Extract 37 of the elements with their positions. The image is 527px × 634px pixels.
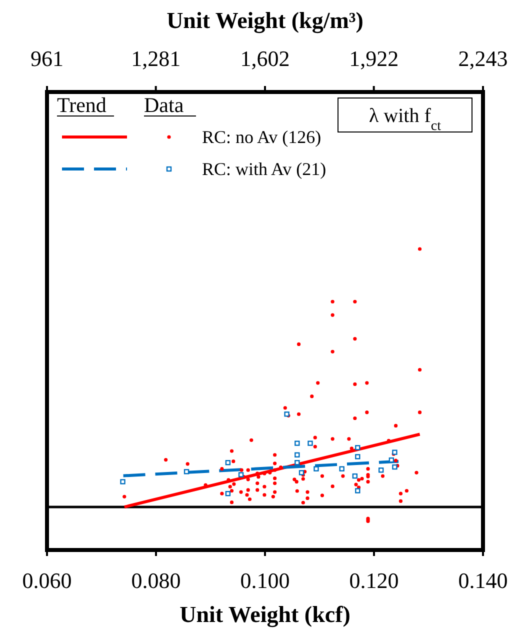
x2-tick-label: 1,602 bbox=[240, 46, 290, 71]
point bbox=[294, 440, 300, 446]
point bbox=[225, 460, 231, 466]
x2-tick-label: 2,243 bbox=[458, 46, 508, 71]
point bbox=[225, 490, 231, 496]
point bbox=[355, 454, 360, 460]
point bbox=[298, 470, 304, 476]
point bbox=[294, 452, 300, 458]
point bbox=[355, 445, 360, 450]
x-tick-label: 0.060 bbox=[22, 568, 72, 593]
text: Data bbox=[144, 93, 184, 117]
point bbox=[339, 466, 344, 472]
x2-tick-label: 961 bbox=[30, 46, 64, 71]
legend-label: RC: no Av (126) bbox=[202, 127, 322, 147]
x-tick-label: 0.140 bbox=[458, 568, 508, 593]
legend-label: RC: with Av (21) bbox=[202, 159, 326, 179]
x-tick-label: 0.080 bbox=[131, 568, 181, 593]
x2-tick-label: 1,922 bbox=[349, 46, 399, 71]
x2-axis-title: Unit Weight (kg/m³) bbox=[166, 8, 364, 34]
point bbox=[392, 450, 398, 455]
x2-tick-label: 1,281 bbox=[131, 46, 181, 71]
point bbox=[238, 472, 244, 478]
x-tick-label: 0.120 bbox=[349, 568, 399, 593]
x-tick-label: 0.100 bbox=[240, 568, 290, 593]
point bbox=[355, 488, 360, 494]
point bbox=[352, 473, 358, 479]
point bbox=[294, 460, 300, 466]
point bbox=[392, 464, 398, 470]
point bbox=[314, 466, 319, 472]
x-axis-title: Unit Weight (kcf) bbox=[180, 602, 350, 628]
text: Trend bbox=[57, 93, 107, 117]
text: λ with f$_{ct}$ bbox=[368, 105, 442, 134]
point bbox=[284, 412, 290, 417]
point bbox=[120, 479, 126, 484]
point bbox=[378, 468, 384, 473]
point bbox=[184, 469, 190, 474]
point bbox=[308, 440, 313, 446]
